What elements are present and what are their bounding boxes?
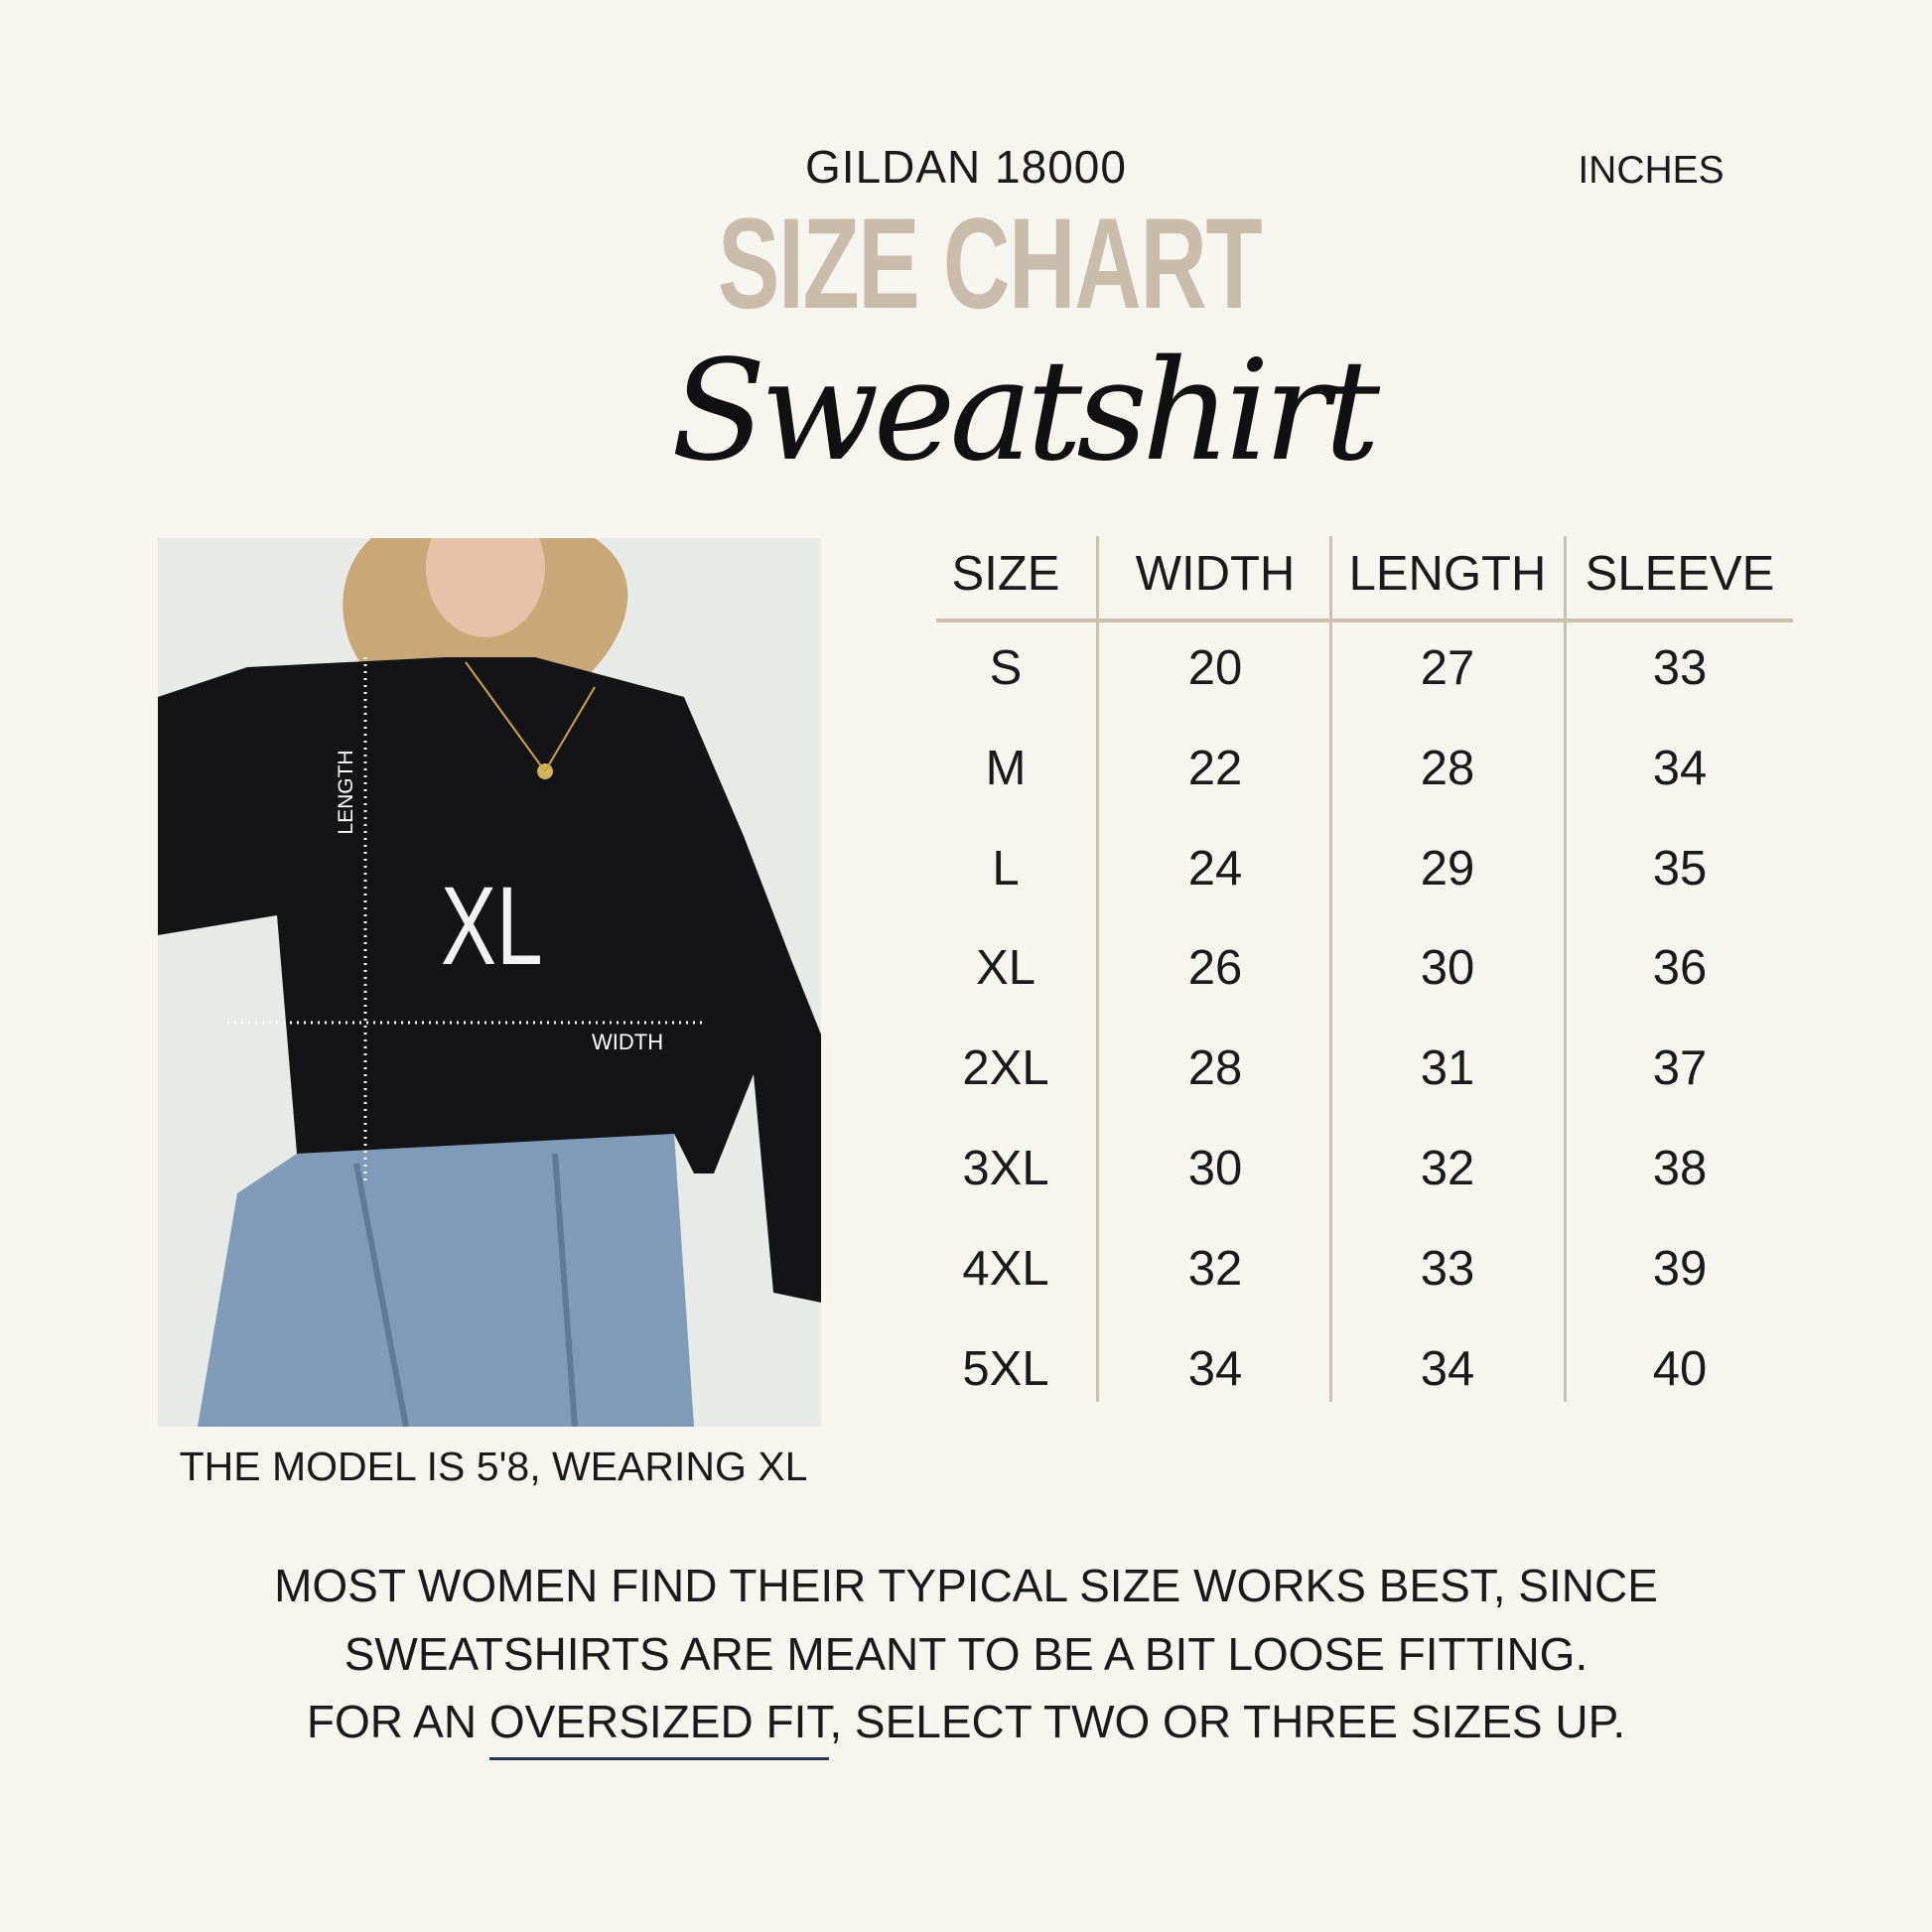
size-xl-label: XL	[441, 864, 543, 988]
table-cell-width: 32	[1187, 1241, 1243, 1296]
size-table: SIZE WIDTH LENGTH SLEEVE S 20 27 33 M 22 28 34 L 24 29…	[936, 536, 1793, 1402]
table-cell-size: M	[985, 741, 1027, 795]
column-divider	[1329, 536, 1332, 1402]
table-cell-length: 31	[1420, 1041, 1475, 1096]
header-divider	[936, 619, 1793, 622]
column-header-width: WIDTH	[1135, 547, 1296, 601]
oversized-fit-link[interactable]: OVERSIZED FIT	[488, 1696, 830, 1760]
column-header-length: LENGTH	[1348, 547, 1547, 601]
table-cell-width: 28	[1187, 1041, 1243, 1096]
table-cell-length: 27	[1420, 641, 1475, 695]
table-cell-sleeve: 34	[1652, 741, 1708, 795]
table-cell-sleeve: 33	[1652, 641, 1708, 695]
model-caption: THE MODEL IS 5'8, WEARING XL	[179, 1444, 808, 1489]
table-cell-size: L	[992, 841, 1020, 896]
units-label: INCHES	[1578, 149, 1725, 192]
table-cell-length: 33	[1420, 1241, 1475, 1296]
table-cell-width: 34	[1187, 1341, 1243, 1396]
table-cell-size: 4XL	[962, 1241, 1049, 1296]
table-cell-size: 3XL	[962, 1142, 1049, 1195]
brand-model: GILDAN 18000	[805, 141, 1127, 193]
table-cell-sleeve: 39	[1652, 1241, 1708, 1296]
table-cell-width: 24	[1187, 841, 1243, 896]
size-chart-title: SIZE CHART	[718, 191, 1263, 336]
table-cell-sleeve: 40	[1652, 1341, 1708, 1396]
table-cell-width: 22	[1187, 741, 1243, 795]
table-cell-sleeve: 36	[1652, 941, 1708, 996]
fit-note-line-2: SWEATSHIRTS ARE MEANT TO BE A BIT LOOSE …	[344, 1628, 1588, 1680]
fit-note-line-3: FOR AN OVERSIZED FIT, SELECT TWO OR THRE…	[172, 1695, 1760, 1760]
fit-note-line-1: MOST WOMEN FIND THEIR TYPICAL SIZE WORKS…	[274, 1560, 1658, 1611]
model-illustration	[158, 538, 821, 1427]
sweatshirt-script-title: Sweatshirt	[670, 331, 1380, 492]
table-cell-width: 26	[1187, 941, 1243, 996]
face	[426, 538, 545, 637]
sweatshirt	[158, 657, 821, 1303]
table-cell-size: 2XL	[962, 1041, 1049, 1096]
table-cell-width: 20	[1187, 641, 1243, 695]
table-cell-length: 32	[1420, 1142, 1475, 1195]
width-label: WIDTH	[592, 1030, 664, 1054]
column-header-sleeve: SLEEVE	[1585, 547, 1775, 601]
fit-note-pre: FOR AN	[306, 1696, 489, 1747]
table-cell-length: 30	[1420, 941, 1475, 996]
table-cell-sleeve: 37	[1652, 1041, 1708, 1096]
model-photo: LENGTH XL WIDTH	[158, 538, 821, 1427]
table-cell-sleeve: 38	[1652, 1142, 1708, 1195]
table-cell-size: XL	[976, 941, 1035, 996]
jeans	[198, 1134, 694, 1427]
table-cell-sleeve: 35	[1652, 841, 1708, 896]
fit-note-post: , SELECT TWO OR THREE SIZES UP.	[829, 1696, 1626, 1747]
table-cell-size: 5XL	[962, 1341, 1049, 1396]
column-header-size: SIZE	[951, 547, 1060, 601]
table-cell-length: 28	[1420, 741, 1475, 795]
table-cell-length: 34	[1420, 1341, 1475, 1396]
column-divider	[1096, 536, 1099, 1402]
column-divider	[1564, 536, 1567, 1402]
table-cell-width: 30	[1187, 1142, 1243, 1195]
table-cell-size: S	[989, 641, 1023, 695]
length-label: LENGTH	[335, 750, 357, 835]
table-cell-length: 29	[1420, 841, 1475, 896]
